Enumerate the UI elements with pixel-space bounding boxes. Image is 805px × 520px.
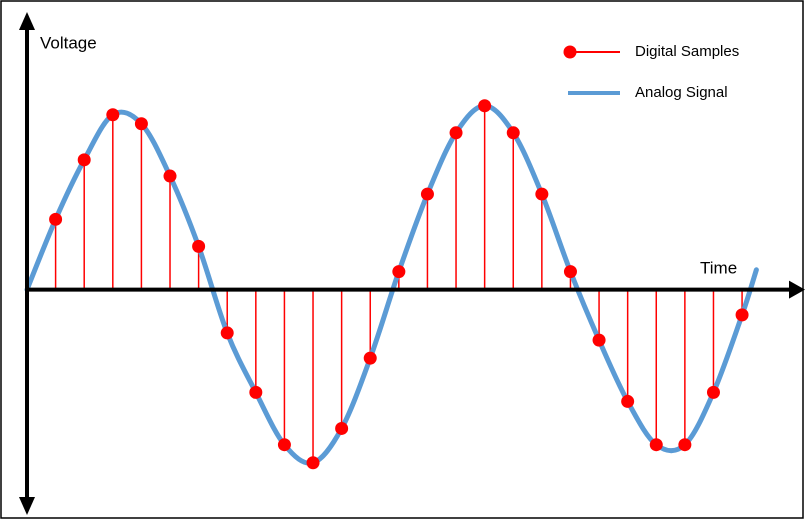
sample-point [563, 265, 577, 279]
x-axis-label: Time [700, 258, 737, 277]
sample-point [249, 385, 263, 399]
sample-point [335, 421, 349, 435]
sample-point [649, 438, 663, 452]
sample-point [592, 333, 606, 347]
sample-point [678, 438, 692, 452]
legend-dot [563, 45, 577, 59]
sample-point [134, 117, 148, 131]
sample-point [220, 326, 234, 340]
sample-point [77, 153, 91, 167]
sample-point [49, 212, 63, 226]
x-axis-arrow [789, 280, 805, 299]
sample-point [363, 351, 377, 365]
sample-point [277, 438, 291, 452]
sample-point [420, 187, 434, 201]
legend-label: Analog Signal [635, 84, 728, 101]
sample-point [621, 394, 635, 408]
sample-point [192, 239, 206, 253]
analog-signal [24, 103, 759, 466]
y-axis-arrow-bottom [19, 497, 35, 515]
sample-point [535, 187, 549, 201]
sample-point [478, 99, 492, 113]
sample-point [163, 169, 177, 183]
sample-point [735, 308, 749, 322]
sample-point [449, 126, 463, 140]
sample-point [506, 126, 520, 140]
legend-label: Digital Samples [635, 43, 739, 60]
sample-point [706, 385, 720, 399]
sample-point [106, 108, 120, 122]
y-axis-arrow-top [19, 12, 35, 30]
sample-point [392, 265, 406, 279]
sample-point [306, 456, 320, 470]
y-axis-label: Voltage [40, 33, 97, 52]
